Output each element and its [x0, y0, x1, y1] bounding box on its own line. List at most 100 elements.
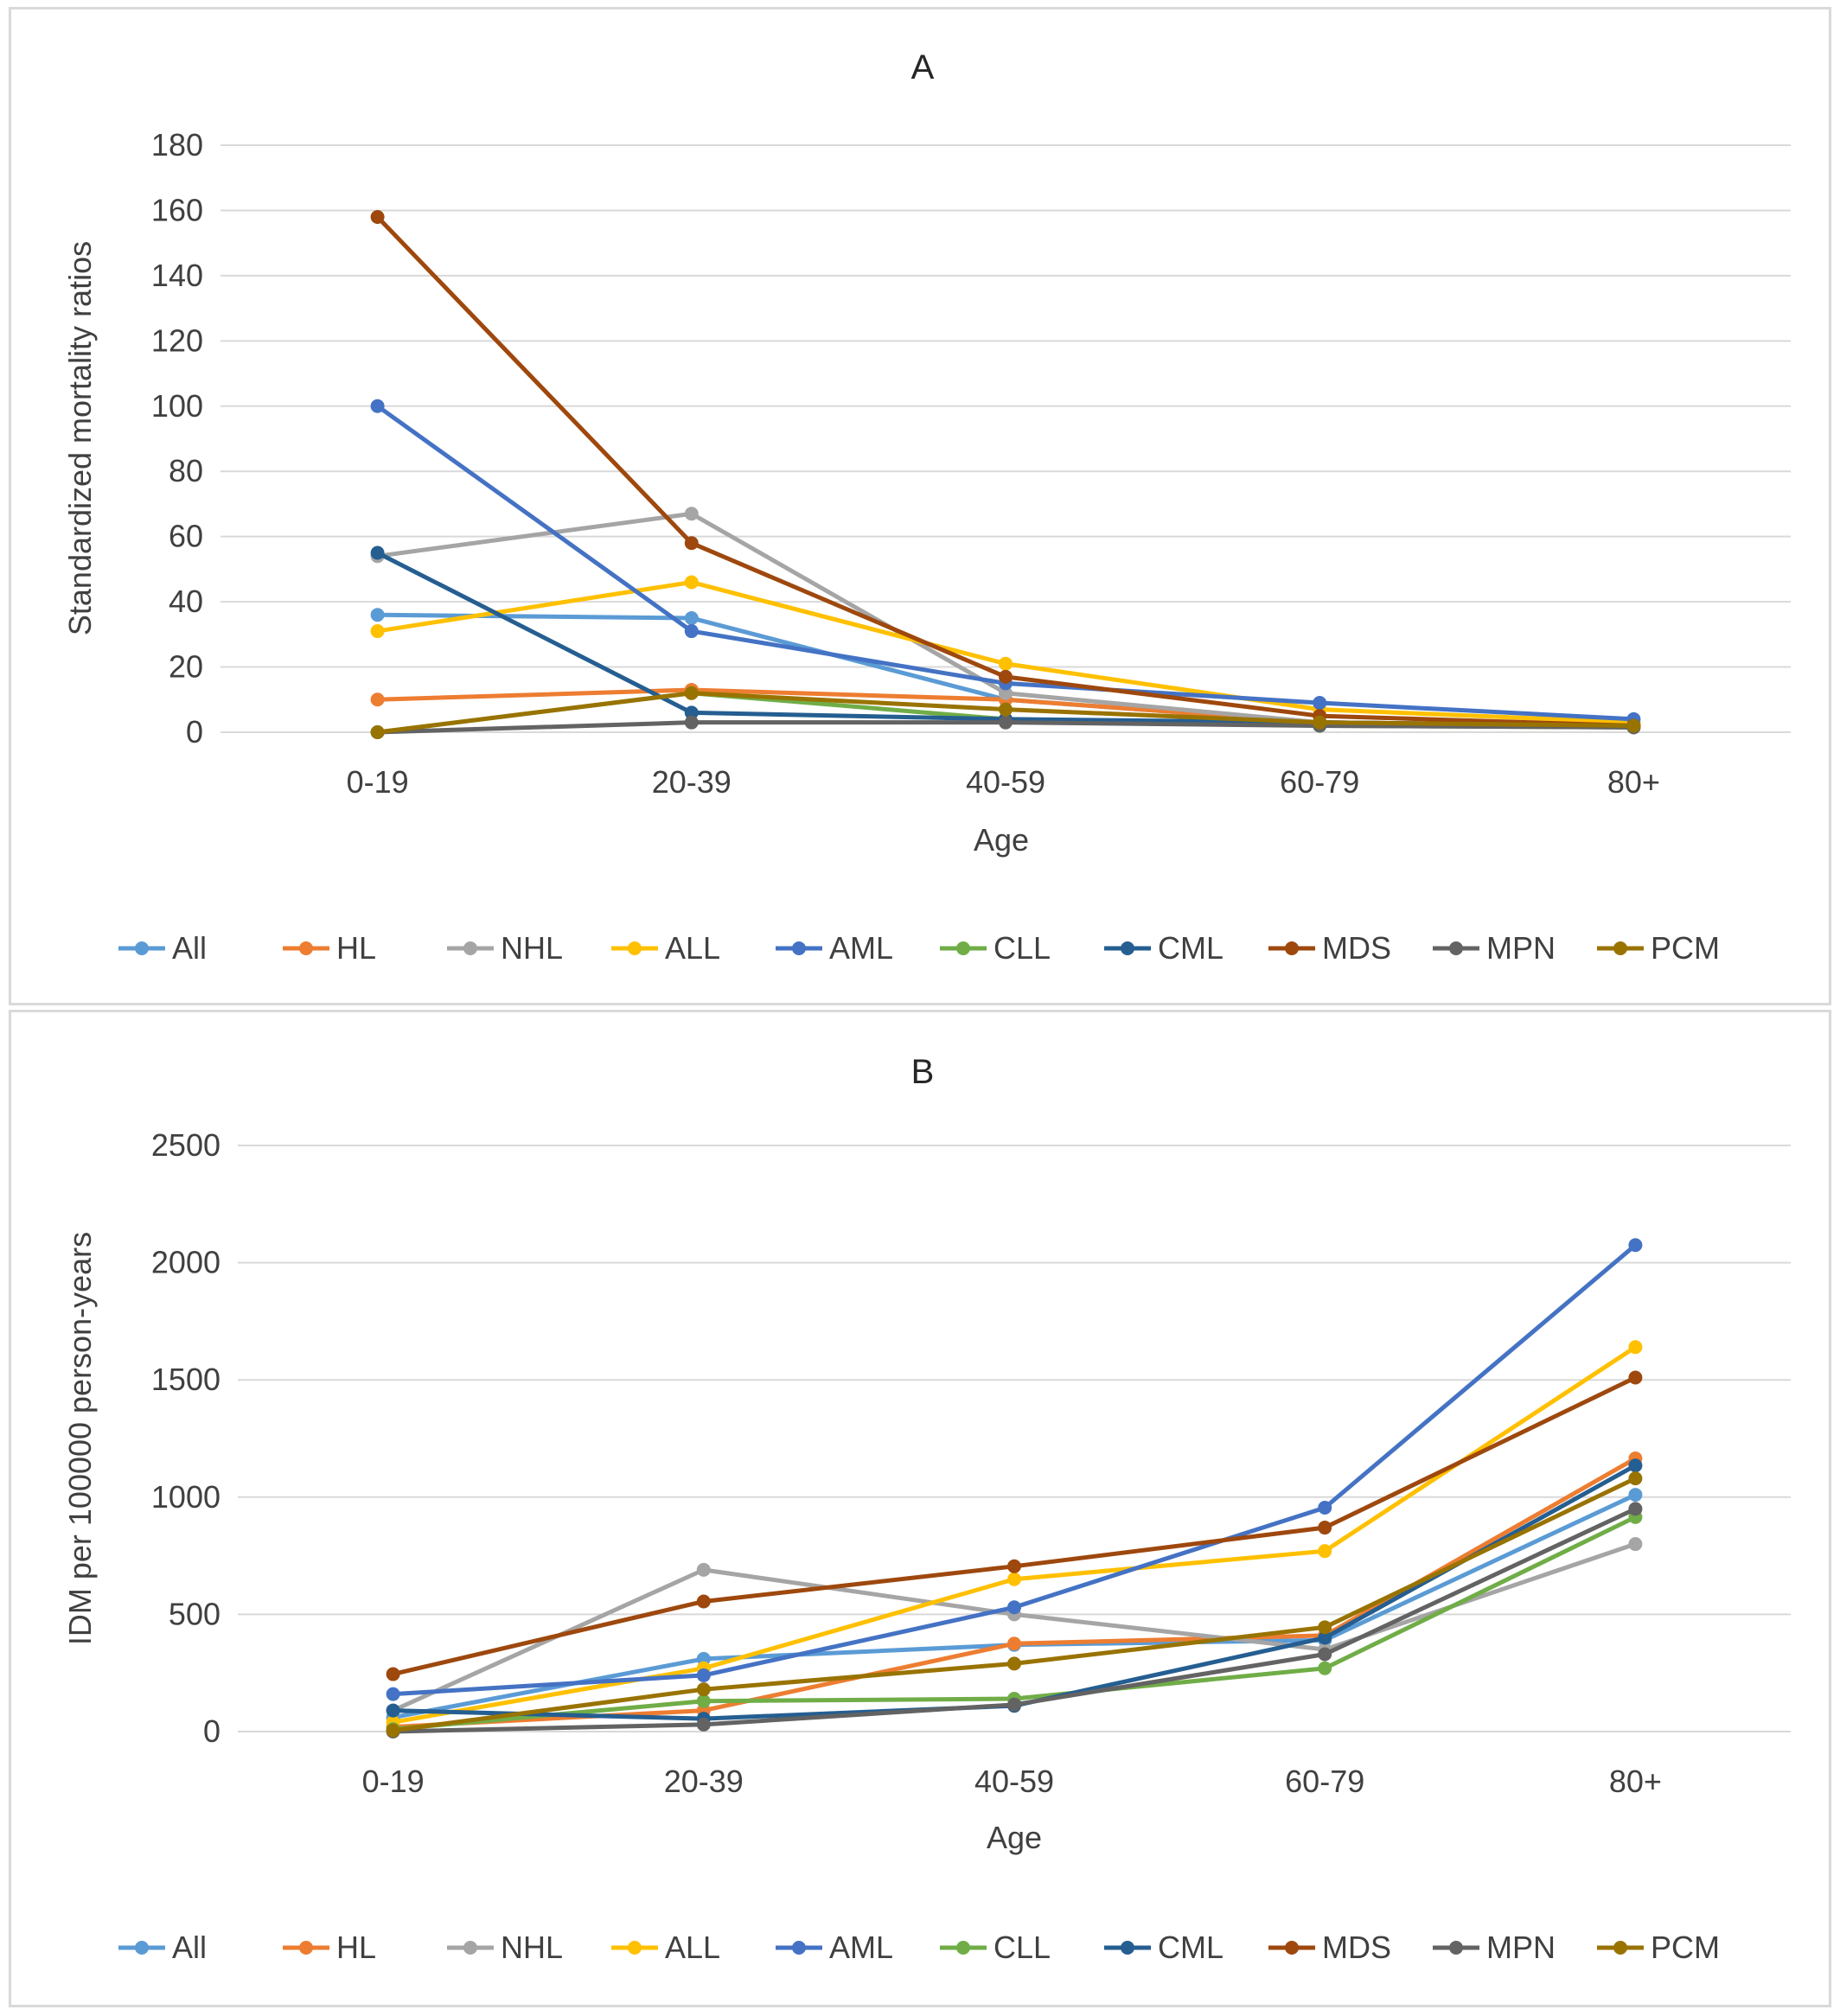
legend-marker [956, 941, 970, 955]
data-point [999, 702, 1013, 717]
legend-marker [1285, 1941, 1299, 1955]
legend-label: ALL [665, 930, 720, 966]
y-tick-label: 140 [151, 258, 203, 293]
legend-label: ALL [665, 1930, 720, 1965]
y-tick-label: 180 [151, 127, 203, 163]
data-point [684, 536, 699, 551]
legend-label: All [172, 930, 207, 966]
x-tick-label: 40-59 [974, 1764, 1054, 1799]
data-point [696, 1717, 711, 1732]
data-point [1318, 1661, 1332, 1675]
data-point [386, 1667, 400, 1681]
data-point [684, 705, 699, 720]
y-tick-label: 0 [186, 714, 203, 750]
data-point [684, 575, 699, 590]
legend-label: MPN [1486, 1930, 1556, 1965]
legend-item-hl: HL [283, 930, 376, 966]
legend-label: CLL [993, 930, 1051, 966]
chart-title: A [911, 48, 935, 86]
legend-item-all: ALL [611, 930, 720, 966]
legend-label: HL [336, 1930, 376, 1965]
series-mds [386, 1370, 1643, 1681]
data-point [1318, 1647, 1332, 1662]
legend-marker [135, 941, 149, 955]
data-point [696, 1594, 711, 1609]
legend-item-cll: CLL [940, 930, 1051, 966]
legend-label: All [172, 1930, 207, 1965]
legend-item-all: All [118, 1930, 207, 1965]
data-point [1628, 1238, 1643, 1253]
data-point [1318, 1620, 1332, 1635]
data-point [386, 1703, 400, 1718]
data-point [386, 1723, 400, 1738]
data-point [1628, 1502, 1643, 1516]
legend-label: CLL [993, 1930, 1051, 1965]
x-tick-label: 0-19 [347, 764, 409, 800]
series-pcm [370, 686, 1641, 739]
y-tick-label: 2500 [151, 1127, 220, 1163]
y-axis-label: Standardized mortality ratios [62, 241, 98, 635]
y-tick-label: 160 [151, 192, 203, 227]
y-tick-label: 2000 [151, 1245, 220, 1280]
legend-marker [135, 1941, 149, 1955]
legend-marker [1613, 1941, 1627, 1955]
legend-label: NHL [501, 1930, 563, 1965]
y-tick-label: 100 [151, 388, 203, 424]
legend-item-cml: CML [1104, 930, 1223, 966]
data-point [684, 624, 699, 639]
legend-label: MDS [1322, 1930, 1391, 1965]
x-tick-label: 80+ [1607, 764, 1660, 800]
legend-item-pcm: PCM [1597, 930, 1720, 966]
y-tick-label: 60 [169, 519, 203, 554]
data-point [1318, 1630, 1332, 1645]
legend-marker [1449, 1941, 1463, 1955]
data-point [1313, 696, 1327, 711]
series-line [393, 1375, 1637, 1676]
legend-item-mds: MDS [1268, 1930, 1391, 1965]
legend-marker [792, 941, 806, 955]
legend-marker [299, 1941, 313, 1955]
legend-label: HL [336, 930, 376, 966]
data-point [386, 1687, 400, 1701]
legend-item-cll: CLL [940, 1930, 1051, 1965]
legend-item-aml: AML [776, 1930, 893, 1965]
chart-panel-b: B 0 500 1000 1500 2000 2500 0-19 20-39 40-59 60-79… [9, 1010, 1831, 2007]
legend-item-all: ALL [611, 1930, 720, 1965]
x-tick-label: 60-79 [1280, 764, 1359, 800]
x-axis-label: Age [987, 1820, 1042, 1855]
legend-label: MDS [1322, 930, 1391, 966]
data-point [684, 715, 699, 730]
data-point [999, 656, 1013, 671]
legend-item-hl: HL [283, 1930, 376, 1965]
legend-marker [956, 1941, 970, 1955]
y-axis-label: IDM per 100000 person-years [62, 1232, 98, 1645]
legend-marker [628, 1941, 642, 1955]
data-point [1007, 1559, 1021, 1573]
data-point [370, 399, 385, 413]
data-point [370, 209, 385, 224]
legend-label: CML [1158, 1930, 1223, 1965]
y-tick-label: 80 [169, 453, 203, 488]
legend-label: PCM [1651, 930, 1720, 966]
data-point [370, 725, 385, 739]
legend-item-mds: MDS [1268, 930, 1391, 966]
chart-b-svg: B 0 500 1000 1500 2000 2500 0-19 20-39 40-59 60-79… [62, 1053, 1791, 1965]
chart-title: B [911, 1053, 935, 1091]
legend-item-mpn: MPN [1433, 930, 1556, 966]
legend-marker [463, 1941, 477, 1955]
y-tick-label: 1000 [151, 1479, 220, 1515]
x-tick-label: 20-39 [652, 764, 732, 800]
legend-marker [299, 941, 313, 955]
series-line [393, 1456, 1637, 1730]
x-tick-label: 80+ [1609, 1764, 1662, 1799]
legend-item-pcm: PCM [1597, 1930, 1720, 1965]
data-point [999, 715, 1013, 730]
data-point [1007, 1697, 1021, 1712]
data-point [1628, 1537, 1643, 1552]
legend-item-nhl: NHL [447, 1930, 563, 1965]
legend-label: AML [829, 930, 893, 966]
data-point [684, 686, 699, 700]
data-point [1007, 1636, 1021, 1651]
legend-marker [1449, 941, 1463, 955]
x-tick-label: 0-19 [362, 1764, 425, 1799]
